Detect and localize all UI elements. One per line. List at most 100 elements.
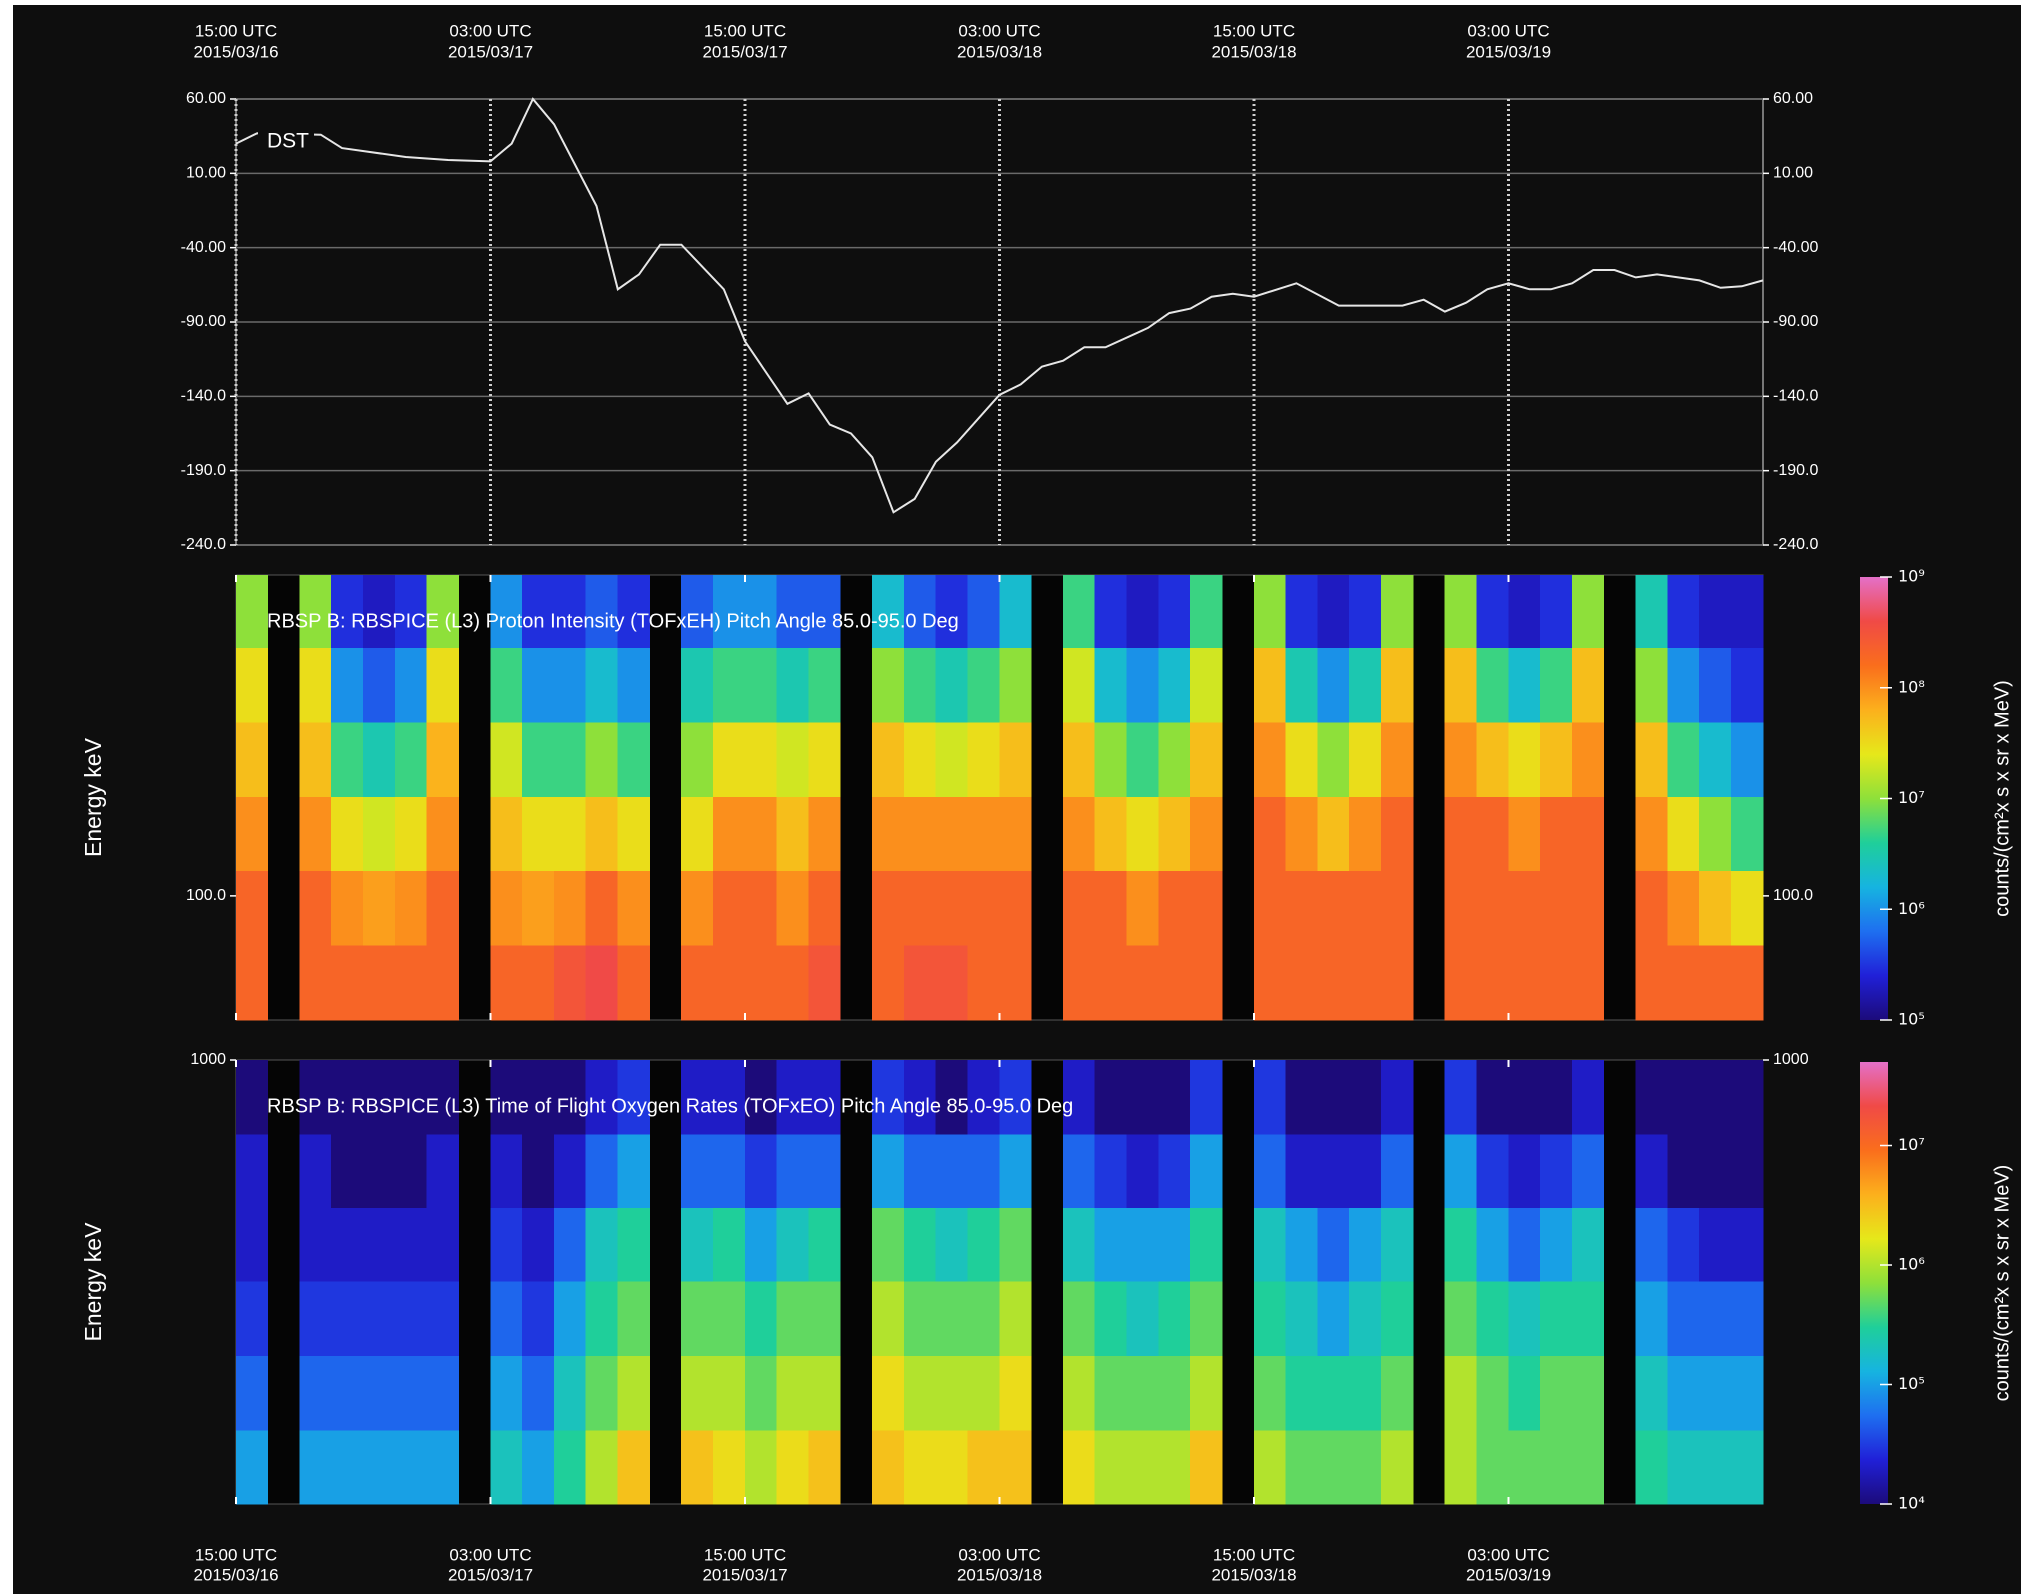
heatmap-cell (903, 647, 937, 723)
heatmap-cell (1635, 1207, 1668, 1282)
heatmap-cell (967, 1355, 1000, 1431)
heatmap-cell (1444, 1133, 1477, 1208)
heatmap-cell (1094, 796, 1127, 872)
heatmap-cell (712, 1133, 746, 1208)
heatmap-cell (1540, 1207, 1573, 1282)
heatmap-cell (999, 1355, 1032, 1431)
heatmap-cell (1062, 870, 1096, 946)
heatmap-cell (808, 1281, 841, 1356)
heatmap-cell (522, 1430, 555, 1505)
heatmap-cell (1158, 796, 1191, 872)
heatmap-cell (1381, 1133, 1414, 1208)
heatmap-cell (490, 1355, 523, 1431)
heatmap-cell (1508, 796, 1541, 872)
heatmap-cell (1540, 1430, 1573, 1505)
heatmap-cell (808, 721, 841, 797)
x-tick-label: 03:00 UTC (958, 21, 1040, 40)
x-tick-date: 2015/03/18 (957, 42, 1042, 61)
heatmap-cell (935, 944, 968, 1021)
heatmap-cell (681, 796, 714, 872)
heatmap-cell (1349, 1059, 1382, 1135)
heatmap-cell (1253, 1133, 1287, 1208)
heatmap-cell (1571, 574, 1605, 648)
colorbar-tick-label: 10⁶ (1898, 899, 1925, 918)
heatmap-cell (1317, 1355, 1350, 1431)
heatmap-cell (935, 1207, 968, 1282)
x-tick-label: 03:00 UTC (449, 1545, 531, 1564)
heatmap-cell (999, 1059, 1032, 1135)
y-tick-label-right: 60.00 (1773, 90, 1813, 107)
heatmap-cell (776, 647, 809, 723)
heatmap-cell (1699, 1133, 1732, 1208)
cells (235, 574, 1764, 1021)
heatmap-cell (1285, 1281, 1318, 1356)
heatmap-cell (1730, 1355, 1764, 1431)
heatmap-cell (1285, 1133, 1318, 1208)
heatmap-cell (1158, 1059, 1191, 1135)
heatmap-cell (522, 1133, 555, 1208)
heatmap-cell (999, 1281, 1032, 1356)
heatmap-cell (522, 944, 555, 1021)
heatmap-cell (1571, 1059, 1605, 1135)
heatmap-cell (553, 647, 587, 723)
heatmap-cell (585, 944, 618, 1021)
heatmap-cell (935, 1281, 968, 1356)
heatmap-cell (1285, 1355, 1318, 1431)
heatmap-cell (1158, 647, 1191, 723)
heatmap-cell (1285, 944, 1318, 1021)
y-tick-label: 10.00 (186, 165, 226, 182)
heatmap-cell (585, 647, 618, 723)
heatmap-cell (1158, 721, 1191, 797)
heatmap-cell (1444, 647, 1477, 723)
heatmap-cell (426, 647, 459, 723)
x-tick-date: 2015/03/17 (448, 42, 533, 61)
heatmap-cell (1667, 944, 1700, 1021)
y-tick-label-right: -140.0 (1773, 388, 1818, 405)
heatmap-cell (776, 1281, 809, 1356)
heatmap-cell (808, 647, 841, 723)
heatmap-cell (394, 721, 428, 797)
heatmap-cell (426, 1430, 459, 1505)
heatmap-cell (585, 574, 618, 648)
heatmap-cell (1158, 1430, 1191, 1505)
heatmap-cell (553, 870, 587, 946)
heatmap-cell (1540, 574, 1573, 648)
heatmap-cell (1667, 647, 1700, 723)
heatmap-cell (1730, 1207, 1764, 1282)
heatmap-cell (1730, 796, 1764, 872)
heatmap-cell (872, 944, 905, 1021)
heatmap-cell (1635, 796, 1668, 872)
heatmap-cell (394, 574, 428, 648)
heatmap-cell (1094, 870, 1127, 946)
heatmap-cell (903, 1207, 937, 1282)
heatmap-cell (935, 574, 968, 648)
heatmap-cell (1381, 870, 1414, 946)
colorbar-tick-label: 10⁵ (1898, 1010, 1925, 1029)
heatmap-cell (522, 1355, 555, 1431)
heatmap-cell (394, 1430, 428, 1505)
x-tick-label: 15:00 UTC (195, 21, 277, 40)
heatmap-cell (1635, 944, 1668, 1021)
heatmap-cell (872, 1059, 905, 1135)
heatmap-cell (426, 1207, 459, 1282)
heatmap-cell (744, 1207, 778, 1282)
colorbar-label: counts/(cm²x s x sr x MeV) (1991, 680, 2013, 917)
x-tick-date: 2015/03/19 (1466, 1565, 1551, 1584)
heatmap-cell (331, 1133, 364, 1208)
heatmap-cell (1158, 1281, 1191, 1356)
heatmap-cell (1253, 1207, 1287, 1282)
heatmap-cell (1381, 721, 1414, 797)
y-tick-label: 60.00 (186, 90, 226, 107)
heatmap-cell (553, 1207, 587, 1282)
heatmap-cell (363, 1430, 396, 1505)
heatmap-cell (1444, 1207, 1477, 1282)
heatmap-cell (1667, 721, 1700, 797)
heatmap-cell (235, 1355, 269, 1431)
heatmap-cell (1381, 796, 1414, 872)
heatmap-cell (1476, 870, 1509, 946)
x-tick-label: 15:00 UTC (1213, 1545, 1295, 1564)
heatmap-cell (1381, 1355, 1414, 1431)
heatmap-cell (681, 647, 714, 723)
heatmap-cell (522, 796, 555, 872)
